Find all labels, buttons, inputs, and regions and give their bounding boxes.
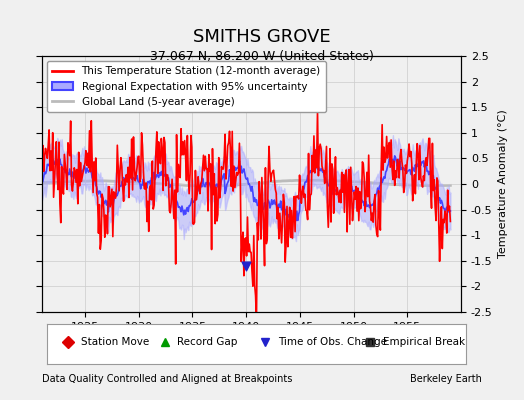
Legend: This Temperature Station (12-month average), Regional Expectation with 95% uncer: This Temperature Station (12-month avera… — [47, 61, 326, 112]
Text: SMITHS GROVE: SMITHS GROVE — [193, 28, 331, 46]
Text: Data Quality Controlled and Aligned at Breakpoints: Data Quality Controlled and Aligned at B… — [42, 374, 292, 384]
Text: Empirical Break: Empirical Break — [383, 337, 465, 347]
Point — [242, 263, 250, 269]
Text: Station Move: Station Move — [81, 337, 149, 347]
Text: Time of Obs. Change: Time of Obs. Change — [278, 337, 387, 347]
Text: Berkeley Earth: Berkeley Earth — [410, 374, 482, 384]
Text: Record Gap: Record Gap — [177, 337, 237, 347]
Text: 37.067 N, 86.200 W (United States): 37.067 N, 86.200 W (United States) — [150, 50, 374, 63]
Y-axis label: Temperature Anomaly (°C): Temperature Anomaly (°C) — [498, 110, 508, 258]
